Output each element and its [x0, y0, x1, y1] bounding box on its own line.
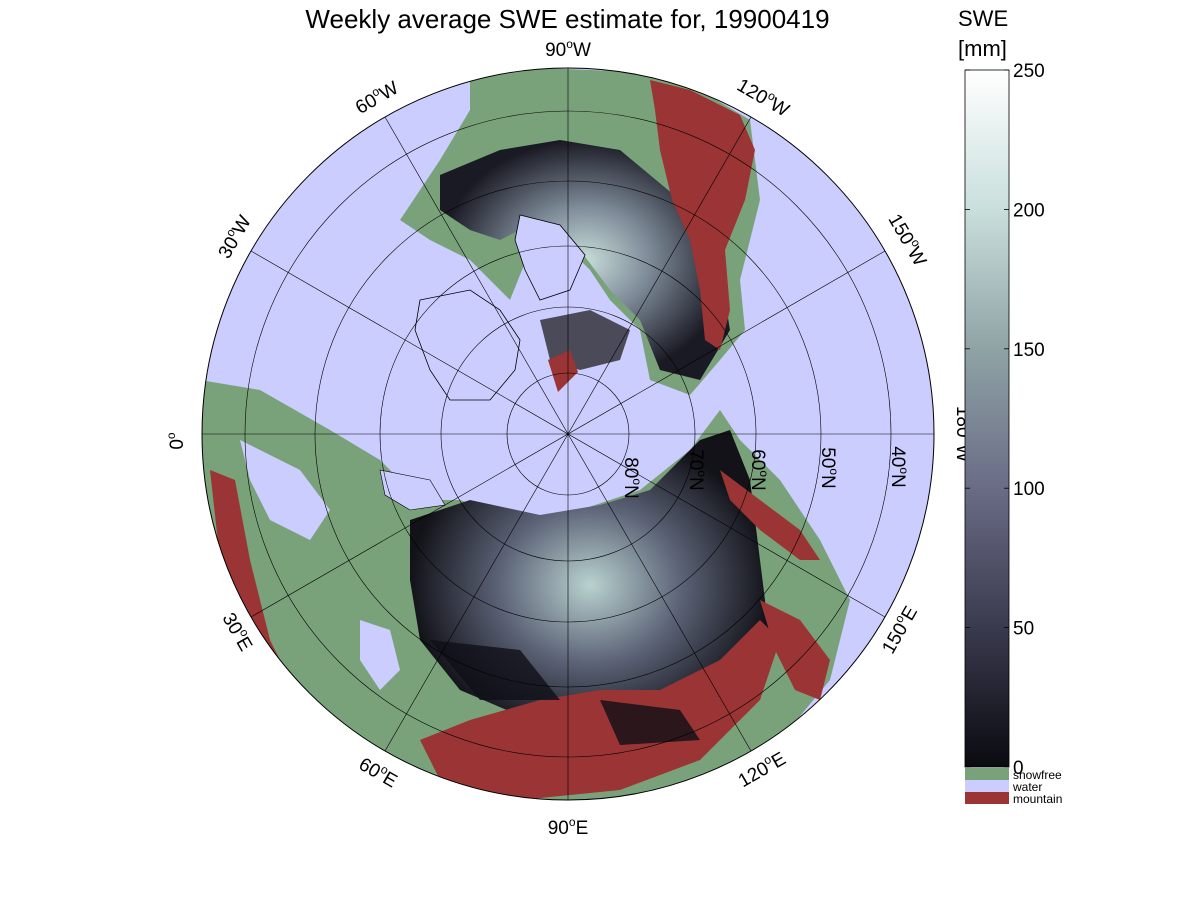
legend-label-mountain: mountain [1013, 792, 1062, 806]
legend-swatch-mountain [965, 792, 1009, 804]
colorbar-ticks: 0 50 100 150 200 250 [965, 61, 1045, 779]
mountain-alps [210, 470, 300, 700]
mountain-east-asia [760, 600, 830, 700]
legend-swatch-water [965, 780, 1009, 792]
white-sea [379, 469, 446, 511]
lat-label-40n: 40oN [887, 446, 911, 488]
swe-dark-patches [430, 640, 700, 745]
lat-label-60n: 60oN [747, 449, 771, 491]
colorbar: 0 50 100 150 200 250 snowfree water mountain [964, 61, 1062, 806]
lat-label-80n: 80oN [620, 457, 644, 499]
graticule [202, 68, 934, 800]
colorbar-title-line1: SWE [958, 6, 1009, 31]
lon-label-90w: 90oW [545, 37, 591, 61]
colorbar-tick-label: 50 [1013, 619, 1034, 640]
lon-label-0: 0o [164, 432, 188, 450]
lat-label-50n: 50oN [817, 447, 841, 489]
caspian-sea [360, 620, 400, 690]
mountain-rockies [650, 80, 755, 350]
hudson-bay [514, 214, 586, 301]
lon-label-60e: 60oE [355, 751, 402, 792]
map-border [201, 67, 935, 801]
colorbar-tick-label: 200 [1013, 200, 1045, 221]
swe-north-america [440, 140, 730, 380]
lon-label-90e: 90oE [548, 815, 589, 839]
colorbar-title-line2: [mm] [958, 36, 1007, 61]
mountain-siberia [720, 470, 820, 560]
colorbar-title: SWE [mm] [958, 4, 1008, 64]
colorbar-tick-label: 0 [1013, 758, 1024, 779]
legend-label-water: water [1012, 780, 1042, 794]
colorbar-tick-label: 150 [1013, 340, 1045, 361]
lat-label-70n: 70oN [685, 449, 709, 491]
mountain-central-asia [420, 620, 780, 800]
colorbar-tick-label: 100 [1013, 479, 1045, 500]
colorbar-gradient [964, 69, 1010, 768]
colorbar-tick-label: 250 [1013, 61, 1045, 82]
baltic-sea [240, 440, 330, 540]
legend-swatch-snowfree [965, 768, 1009, 780]
legend-label-snowfree: snowfree [1013, 768, 1062, 782]
mountain-arctic [548, 350, 578, 392]
chart-title: Weekly average SWE estimate for, 1990041… [305, 4, 830, 34]
